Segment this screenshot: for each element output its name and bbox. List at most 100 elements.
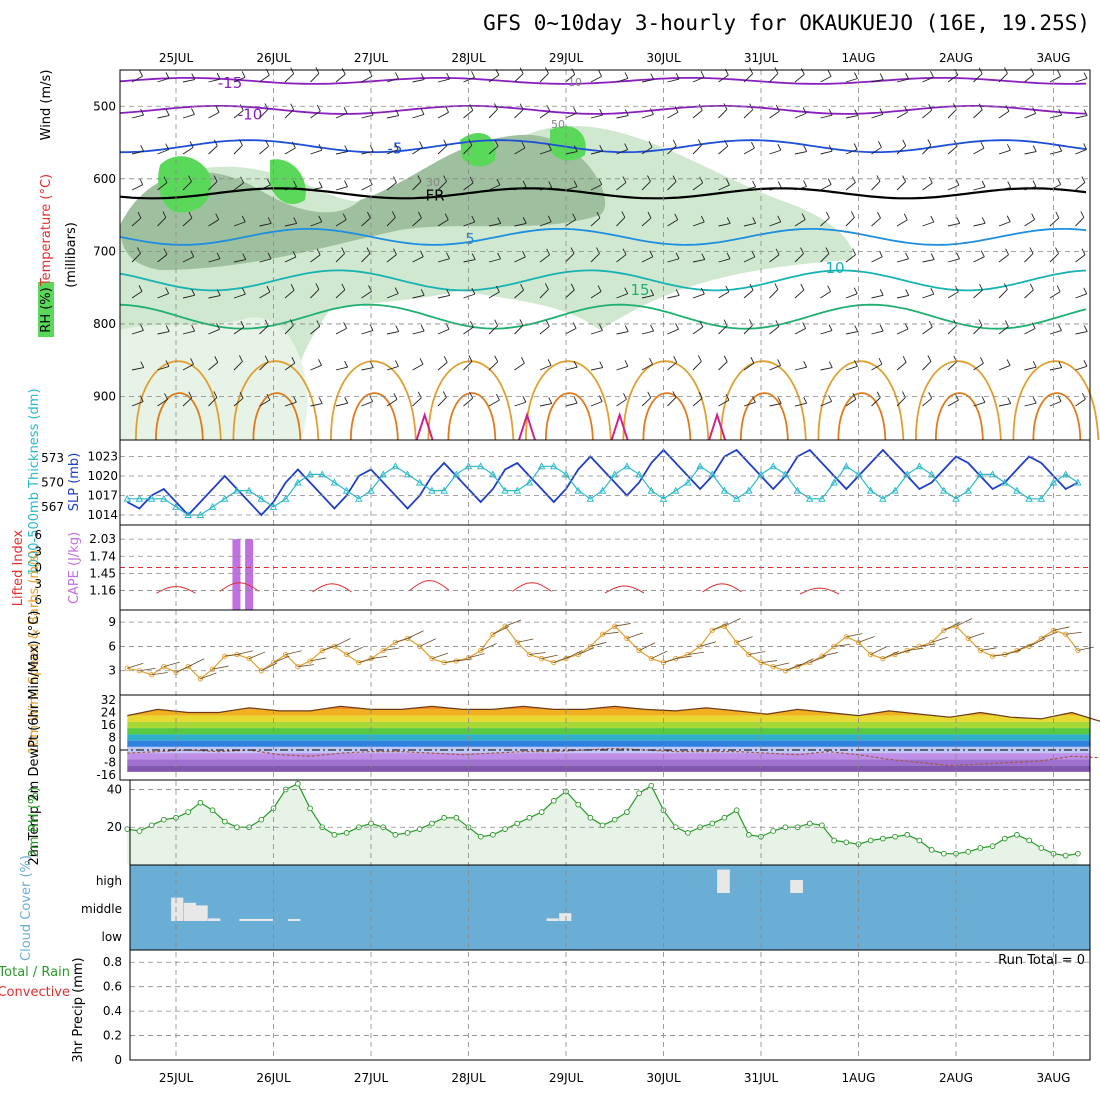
temperature-contour-label: 10	[825, 259, 844, 277]
wind-barb	[259, 109, 269, 119]
wind-barb-10m	[858, 636, 875, 643]
wind-speed-marker	[965, 635, 971, 641]
wind-barb	[718, 325, 728, 335]
wind-barb	[896, 328, 909, 335]
wind-barb	[820, 253, 830, 263]
wind-barb-flag	[417, 391, 422, 399]
wind-barb	[1049, 367, 1062, 371]
precip-convective-label: Convective	[0, 985, 70, 1000]
wind-barb-flag	[267, 252, 272, 260]
cloud-bar	[208, 918, 221, 921]
wind-barb-10m	[541, 654, 558, 659]
wind-barb-flag	[956, 217, 961, 224]
wind-barb-flag	[675, 252, 680, 259]
wind-barb	[922, 109, 933, 119]
date-label-top: 28JUL	[451, 51, 486, 65]
wind-barb-10m	[919, 643, 936, 647]
wind-barb-flag	[1003, 283, 1008, 290]
thickness-marker	[598, 486, 607, 494]
wind-barb-10m	[273, 655, 290, 663]
thickness-marker	[805, 494, 814, 502]
rh2m-marker	[429, 820, 435, 827]
wind-barb	[845, 254, 856, 263]
wind-barb	[386, 77, 399, 83]
wind-barb	[947, 145, 958, 155]
thickness-marker	[489, 470, 497, 478]
wind-barb-flag	[1006, 215, 1011, 222]
temp-band	[127, 765, 1090, 772]
wind-barb-flag	[216, 323, 220, 330]
wind-barb-flag	[672, 139, 677, 147]
temperature-contour-label: 5	[465, 230, 475, 248]
wind-barb-flag	[546, 248, 551, 256]
wind-speed-marker	[319, 647, 325, 654]
wind-barb	[1049, 330, 1062, 335]
wind-barb	[565, 402, 578, 407]
wind-barb	[131, 114, 144, 119]
rh2m-marker	[685, 830, 691, 836]
rh2m-marker	[1014, 831, 1020, 838]
cloud-bar	[559, 913, 572, 921]
wind-barb-flag	[522, 180, 527, 188]
wind-barb	[820, 114, 833, 119]
wind-barb	[539, 187, 552, 191]
li-curve	[312, 583, 352, 593]
wind-barb	[667, 361, 678, 371]
precip-axis-label: 3hr Precip (mm)	[71, 957, 86, 1062]
wind-barb	[463, 145, 473, 155]
rh2m-marker	[611, 816, 618, 823]
wind-barb-flag	[395, 109, 400, 116]
wind-barb-10m	[517, 638, 534, 643]
wind-barb	[1024, 151, 1037, 155]
wind-barb	[157, 399, 168, 407]
wind-barb-flag	[318, 359, 322, 366]
temperature-contour	[119, 269, 1087, 292]
wind-barb	[335, 253, 345, 263]
wind-barb	[1049, 76, 1061, 83]
wind-barb-10m	[894, 649, 912, 655]
wind-barb-flag	[927, 139, 932, 146]
wind-barb	[794, 151, 807, 155]
wind-barb-flag	[621, 211, 626, 218]
wind-barb	[1049, 291, 1061, 299]
wind-barb-flag	[775, 104, 780, 112]
rh-legend-swatch	[38, 282, 54, 337]
rh2m-marker	[733, 807, 740, 814]
temperature-contour-label: -10	[238, 105, 263, 123]
wind-barb	[565, 112, 577, 119]
wind-barb	[514, 256, 526, 263]
pressure-tick: 500	[93, 99, 116, 113]
rh2m-marker	[331, 831, 338, 838]
wind-barb-flag	[599, 324, 603, 331]
wind-barb	[131, 217, 142, 227]
wind-barb	[386, 398, 398, 407]
wind-barb	[922, 221, 934, 227]
wind-barb-flag	[140, 324, 144, 331]
thickness-marker	[440, 486, 448, 494]
wind-speed-marker	[478, 647, 484, 654]
wind-barb	[361, 253, 371, 263]
wind-barb	[718, 258, 731, 263]
thickness-marker	[610, 470, 619, 478]
wind-barb	[157, 149, 169, 155]
wind-barb-10m	[773, 662, 790, 668]
wind-barb-flag	[854, 109, 859, 116]
wind-barb	[718, 222, 731, 227]
wind-barb-flag	[599, 108, 604, 116]
wind-barb-flag	[497, 217, 502, 224]
li-tick: 6	[34, 593, 42, 607]
wind-barb-flag	[393, 393, 398, 400]
temperature-arch	[739, 392, 789, 441]
wind-barb-flag	[391, 211, 396, 218]
wind-barb	[692, 76, 705, 83]
wind-barb-flag	[928, 392, 933, 399]
wind-barb-flag	[1032, 396, 1037, 404]
wind-speed-marker	[721, 623, 728, 629]
wind-barb	[565, 289, 575, 299]
rh2m-marker	[880, 835, 886, 842]
wind-barb-10m	[565, 650, 583, 659]
wind-barb-10m	[468, 653, 485, 659]
wind-barb-flag	[547, 215, 552, 223]
slp-tick: 1020	[87, 469, 118, 483]
thickness-marker	[294, 478, 302, 486]
